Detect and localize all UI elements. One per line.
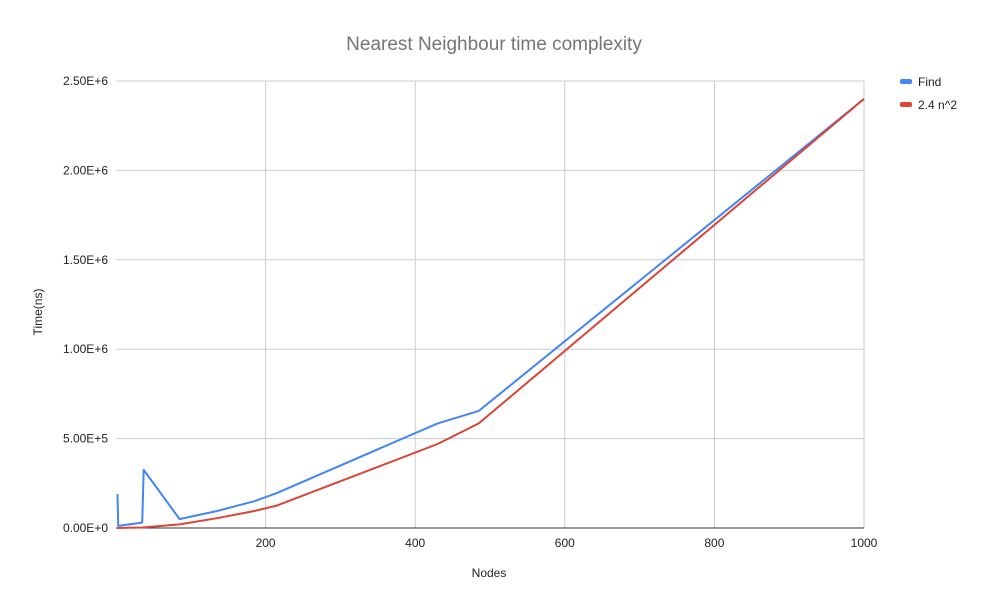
y-tick-label: 1.00E+6 — [63, 342, 108, 356]
x-axis-label: Nodes — [472, 566, 507, 580]
y-tick-label: 1.50E+6 — [63, 253, 108, 267]
chart-title: Nearest Neighbour time complexity — [346, 34, 642, 55]
series-line-find — [116, 98, 865, 527]
series-lines — [116, 98, 865, 529]
series-line-fit — [117, 98, 865, 529]
legend-label: Find — [918, 75, 941, 89]
gridlines — [116, 80, 865, 528]
x-tick-label: 600 — [555, 536, 575, 550]
axes: 0.00E+0 5.00E+5 1.00E+6 1.50E+6 2.00E+6 2.50E… — [63, 74, 878, 550]
x-tick-label: 200 — [256, 536, 276, 550]
x-tick-label: 800 — [704, 536, 724, 550]
legend-swatch — [900, 79, 912, 84]
legend-label: 2.4 n^2 — [918, 98, 957, 112]
y-tick-label: 5.00E+5 — [63, 432, 108, 446]
y-tick-label: 2.50E+6 — [63, 74, 108, 88]
y-tick-label: 2.00E+6 — [63, 163, 108, 177]
x-tick-label: 400 — [405, 536, 425, 550]
x-tick-label: 1000 — [851, 536, 878, 550]
y-tick-label: 0.00E+0 — [63, 521, 108, 535]
legend: Find 2.4 n^2 — [900, 75, 957, 112]
y-axis-label: Time(ns) — [31, 289, 45, 336]
legend-swatch — [900, 102, 912, 107]
